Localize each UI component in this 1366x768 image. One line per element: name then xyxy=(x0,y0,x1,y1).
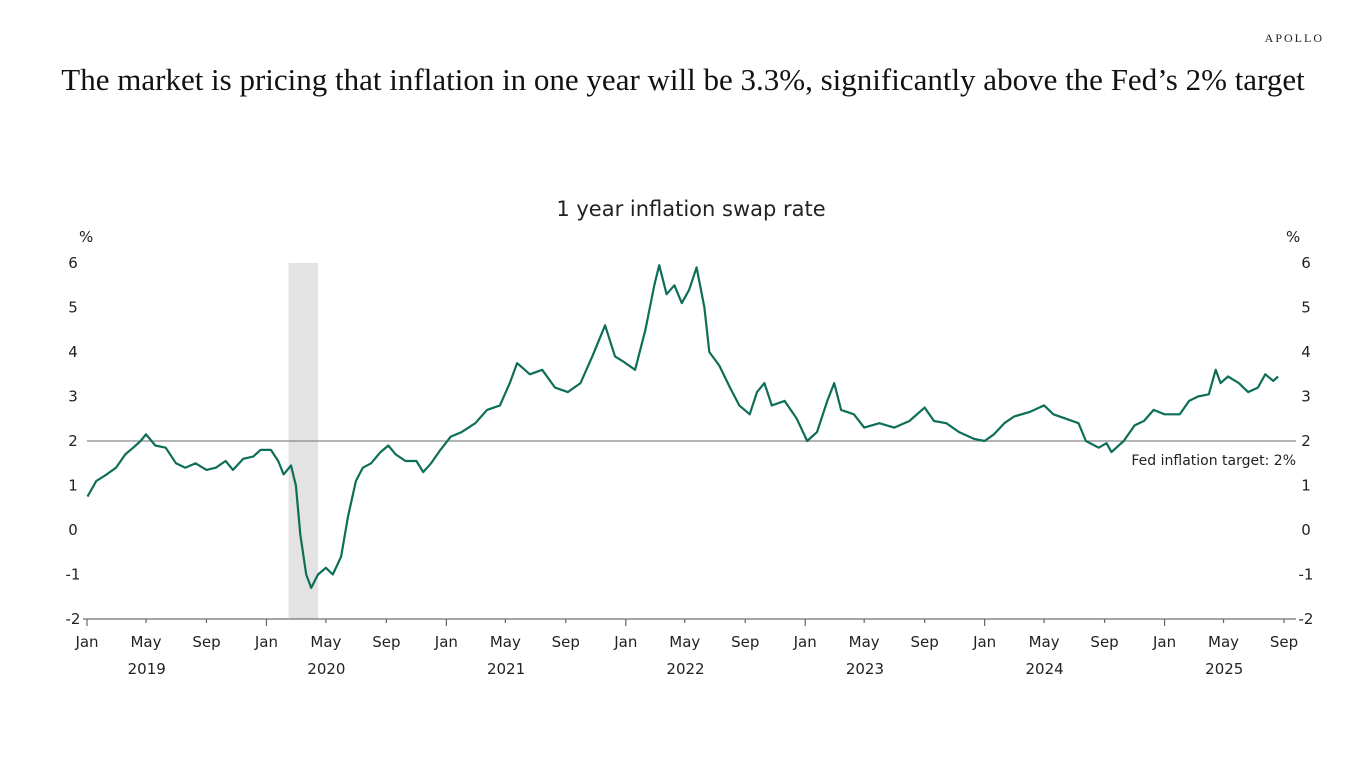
y-tick-label-left: 0 xyxy=(68,521,78,539)
x-tick-label: May xyxy=(1208,633,1239,651)
x-tick-label: Jan xyxy=(74,633,98,651)
x-tick-label: Sep xyxy=(1090,633,1118,651)
x-tick-label: Sep xyxy=(911,633,939,651)
x-year-label: 2024 xyxy=(1026,660,1064,678)
y-tick-label-left: -1 xyxy=(66,566,81,584)
x-tick-label: May xyxy=(849,633,880,651)
brand-logo: APOLLO xyxy=(1264,31,1324,45)
x-tick-label: May xyxy=(669,633,700,651)
x-tick-label: Sep xyxy=(552,633,580,651)
y-tick-label-right: 5 xyxy=(1301,299,1311,317)
y-tick-label-right: -2 xyxy=(1299,610,1314,628)
x-tick-label: Jan xyxy=(793,633,817,651)
x-tick-label: Jan xyxy=(613,633,637,651)
x-year-label: 2019 xyxy=(128,660,166,678)
x-tick-label: Jan xyxy=(972,633,996,651)
x-tick-label: Jan xyxy=(254,633,278,651)
x-tick-label: Sep xyxy=(372,633,400,651)
x-tick-label: Jan xyxy=(1152,633,1176,651)
y-tick-label-left: -2 xyxy=(66,610,81,628)
chart-title: 1 year inflation swap rate xyxy=(556,197,825,221)
y-tick-label-right: 4 xyxy=(1301,343,1311,361)
y-tick-label-right: 2 xyxy=(1301,432,1311,450)
x-year-label: 2023 xyxy=(846,660,884,678)
x-tick-label: Sep xyxy=(731,633,759,651)
y-tick-label-left: 6 xyxy=(68,254,78,272)
x-tick-label: May xyxy=(1029,633,1060,651)
fed-target-label: Fed inflation target: 2% xyxy=(1131,453,1296,469)
y-tick-label-right: 1 xyxy=(1301,477,1311,495)
inflation-swap-line xyxy=(86,264,1279,589)
x-year-label: 2021 xyxy=(487,660,525,678)
y-axis-unit-right: % xyxy=(1286,228,1300,246)
y-tick-label-right: 0 xyxy=(1301,521,1311,539)
y-tick-label-left: 4 xyxy=(68,343,78,361)
x-year-label: 2022 xyxy=(666,660,704,678)
x-tick-label: Sep xyxy=(192,633,220,651)
y-tick-label-left: 1 xyxy=(68,477,78,495)
y-tick-label-left: 3 xyxy=(68,388,78,406)
x-tick-label: May xyxy=(310,633,341,651)
x-tick-label: Sep xyxy=(1270,633,1298,651)
y-tick-label-left: 5 xyxy=(68,299,78,317)
x-tick-label: May xyxy=(490,633,521,651)
y-tick-label-right: 3 xyxy=(1301,388,1311,406)
y-axis-unit-left: % xyxy=(79,228,93,246)
y-tick-label-right: -1 xyxy=(1299,566,1314,584)
page-title: The market is pricing that inflation in … xyxy=(61,62,1305,97)
y-tick-label-right: 6 xyxy=(1301,254,1311,272)
x-year-label: 2020 xyxy=(307,660,345,678)
x-tick-label: Jan xyxy=(434,633,458,651)
x-year-label: 2025 xyxy=(1205,660,1243,678)
x-tick-label: May xyxy=(130,633,161,651)
y-tick-label-left: 2 xyxy=(68,432,78,450)
